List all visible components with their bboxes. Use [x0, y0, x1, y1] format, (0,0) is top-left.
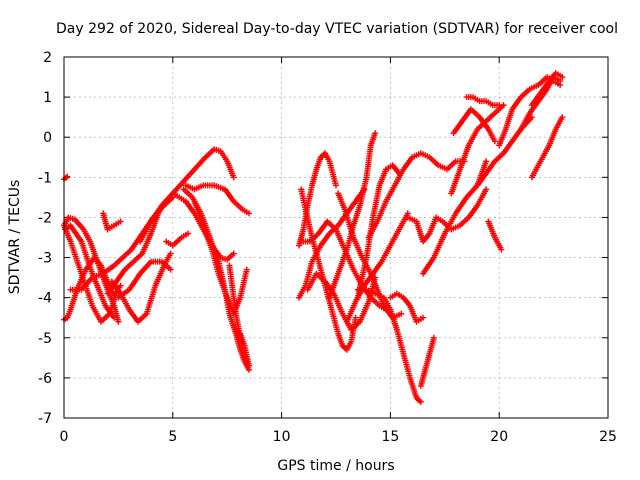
y-axis-label: SDTVAR / TECUs — [7, 180, 23, 295]
data-point — [115, 318, 122, 325]
data-series-18 — [237, 330, 252, 369]
data-point — [245, 362, 252, 369]
plot-frame — [63, 56, 609, 419]
y-tick-label: 0 — [43, 130, 52, 146]
data-point — [559, 114, 566, 121]
x-tick-label: 15 — [381, 429, 399, 445]
data-series-28 — [354, 286, 424, 405]
data-point — [498, 246, 505, 253]
data-point — [245, 210, 252, 217]
data-series-16 — [182, 182, 252, 217]
data-series-15 — [191, 198, 250, 317]
y-tick-label: 1 — [43, 90, 52, 106]
data-series-5 — [61, 173, 71, 183]
x-tick-label: 25 — [599, 429, 617, 445]
data-series-2 — [62, 222, 118, 321]
axes: 0 5 10 15 20 25 -7 -6 -5 -4 -3 -2 -1 0 1 2 — [38, 50, 617, 445]
data-point — [352, 314, 359, 321]
data-series-11 — [137, 146, 237, 245]
data-point — [557, 78, 564, 85]
data-series-31 — [417, 334, 437, 389]
y-tick-label: -2 — [38, 210, 52, 226]
data-point — [167, 266, 174, 273]
x-axis-label: GPS time / hours — [277, 458, 394, 474]
y-tick-label: -5 — [38, 331, 52, 347]
data-point — [496, 102, 503, 109]
x-tick-label: 0 — [60, 429, 69, 445]
data-point — [64, 173, 71, 180]
x-tick-label: 10 — [273, 429, 291, 445]
data-point — [430, 334, 437, 341]
data-series-42 — [528, 70, 566, 109]
data-point — [420, 314, 427, 321]
data-points — [61, 70, 566, 405]
data-point — [185, 230, 192, 237]
data-point — [559, 74, 566, 81]
chart-title: Day 292 of 2020, Sidereal Day-to-day VTE… — [56, 21, 618, 37]
data-series-13 — [163, 230, 192, 249]
data-series-29 — [365, 150, 468, 241]
y-tick-label: -3 — [38, 251, 52, 267]
data-series-37 — [463, 94, 503, 109]
data-point — [398, 310, 405, 317]
data-point — [333, 182, 339, 189]
data-point — [483, 186, 490, 193]
data-point — [243, 266, 250, 273]
data-point — [230, 174, 237, 181]
data-series-30 — [387, 290, 427, 325]
data-series-41 — [528, 114, 566, 181]
x-tick-label: 20 — [490, 429, 508, 445]
y-tick-label: -4 — [38, 291, 52, 307]
y-tick-label: -1 — [38, 170, 52, 186]
data-series-38 — [485, 218, 505, 253]
data-point — [491, 138, 498, 145]
data-point — [230, 250, 237, 257]
grid-lines — [64, 57, 608, 418]
data-series-4 — [61, 222, 120, 325]
data-series-32 — [404, 186, 490, 245]
x-tick-label: 5 — [168, 429, 177, 445]
data-series-7 — [100, 210, 124, 233]
data-point — [417, 398, 424, 405]
data-point — [372, 130, 379, 137]
data-series-35 — [450, 106, 498, 145]
data-series-24 — [326, 130, 379, 301]
y-tick-label: 2 — [43, 50, 52, 66]
data-point — [167, 250, 174, 257]
y-tick-label: -6 — [38, 371, 52, 387]
data-point — [117, 218, 124, 225]
data-series-10 — [115, 258, 174, 301]
data-point — [117, 282, 124, 289]
y-tick-label: -7 — [38, 411, 52, 427]
data-point — [483, 158, 490, 165]
